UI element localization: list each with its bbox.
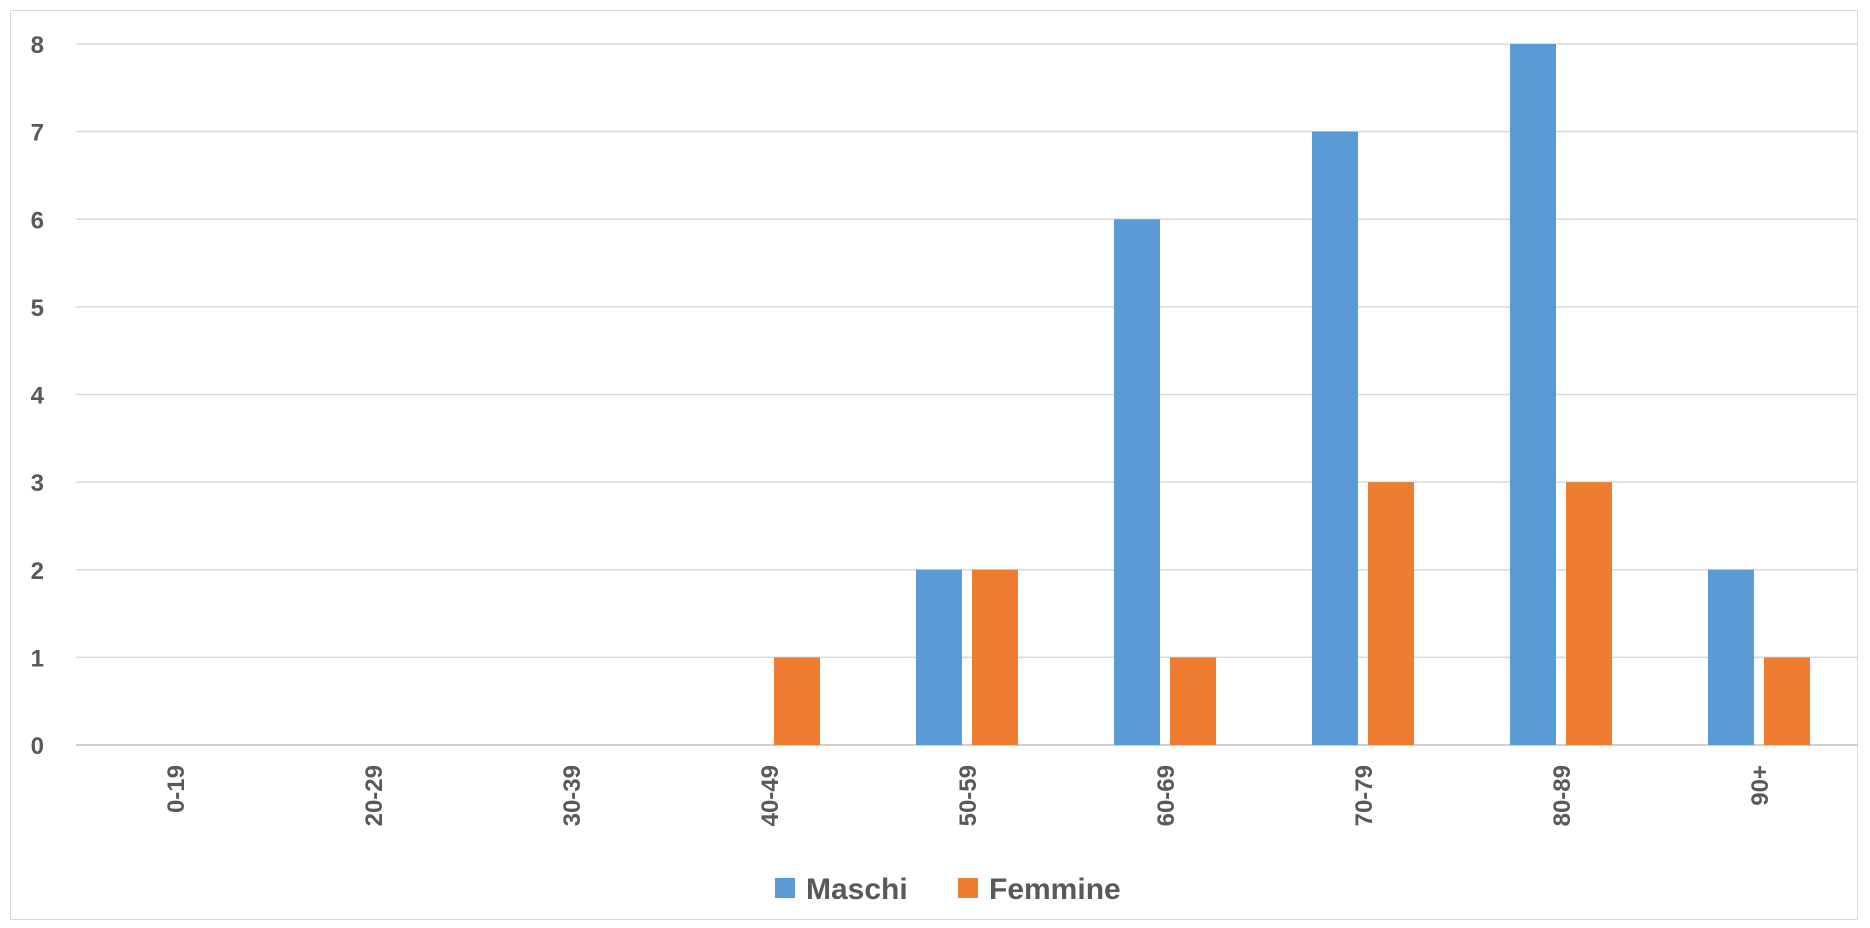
x-tick-label: 20-29 bbox=[361, 765, 388, 826]
y-tick-label: 6 bbox=[31, 207, 44, 234]
y-tick-label: 8 bbox=[31, 32, 44, 59]
legend-label-maschi: Maschi bbox=[806, 873, 908, 906]
y-tick-label: 2 bbox=[31, 558, 44, 585]
bars bbox=[774, 44, 1810, 745]
y-tick-label: 3 bbox=[31, 470, 44, 497]
bar-maschi-90+ bbox=[1708, 569, 1754, 745]
x-tick-label: 40-49 bbox=[757, 765, 784, 826]
bar-femmine-80-89 bbox=[1566, 482, 1612, 745]
legend-swatch-maschi bbox=[775, 878, 795, 898]
bar-maschi-50-59 bbox=[916, 569, 962, 745]
y-tick-label: 7 bbox=[31, 120, 44, 147]
x-tick-label: 60-69 bbox=[1153, 765, 1180, 826]
y-tick-label: 1 bbox=[31, 645, 44, 672]
y-tick-label: 0 bbox=[31, 733, 44, 760]
bar-maschi-70-79 bbox=[1312, 131, 1358, 745]
x-tick-label: 0-19 bbox=[163, 765, 190, 813]
gridlines bbox=[76, 43, 1858, 746]
x-tick-label: 30-39 bbox=[559, 765, 586, 826]
bar-femmine-90+ bbox=[1764, 657, 1810, 745]
bar-femmine-70-79 bbox=[1368, 482, 1414, 745]
legend: Maschi Femmine bbox=[775, 873, 1121, 906]
y-axis-ticks: 0 1 2 3 4 5 6 7 8 bbox=[31, 32, 45, 760]
legend-label-femmine: Femmine bbox=[989, 873, 1121, 906]
bar-femmine-60-69 bbox=[1170, 657, 1216, 745]
y-tick-label: 4 bbox=[31, 383, 45, 410]
bar-femmine-40-49 bbox=[774, 657, 820, 745]
y-tick-label: 5 bbox=[31, 295, 44, 322]
x-tick-label: 90+ bbox=[1747, 765, 1774, 806]
x-tick-label: 50-59 bbox=[955, 765, 982, 826]
legend-swatch-femmine bbox=[958, 878, 978, 898]
bar-maschi-60-69 bbox=[1114, 219, 1160, 745]
bar-femmine-50-59 bbox=[972, 569, 1018, 745]
x-axis-ticks: 0-19 20-29 30-39 40-49 50-59 60-69 70-79 80-89 9… bbox=[163, 765, 1774, 826]
x-tick-label: 80-89 bbox=[1549, 765, 1576, 826]
bar-maschi-80-89 bbox=[1510, 44, 1556, 745]
x-tick-label: 70-79 bbox=[1351, 765, 1378, 826]
